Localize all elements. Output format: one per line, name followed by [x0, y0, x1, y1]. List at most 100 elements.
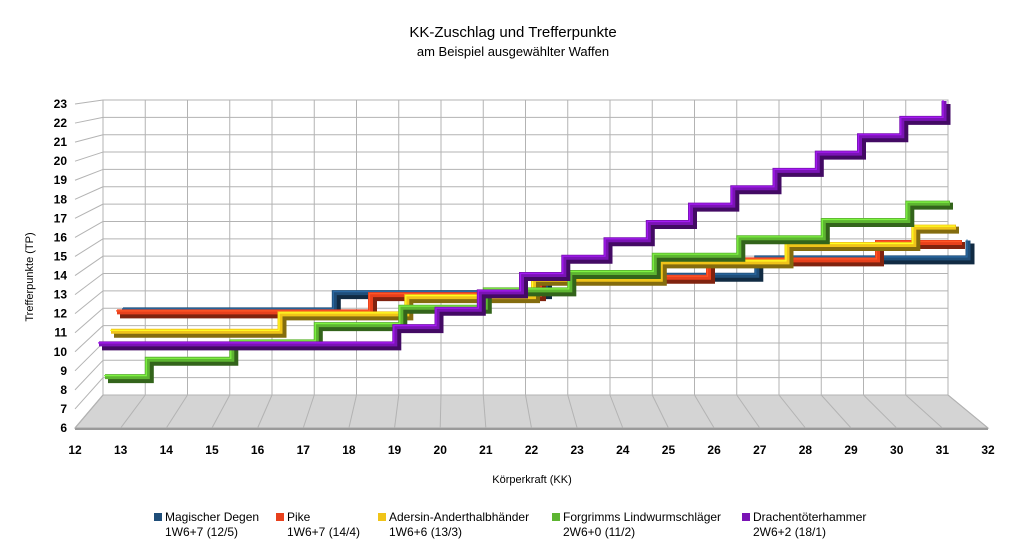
y-tick-label: 13 [54, 288, 68, 302]
grid-line-left [74, 168, 104, 181]
grid-line-floor [482, 394, 487, 429]
y-tick-label: 16 [54, 230, 68, 244]
y-tick-label: 20 [54, 154, 68, 168]
y-axis-label: Trefferpunkte (TP) [24, 232, 36, 321]
x-tick-label: 24 [616, 443, 630, 457]
chart-title: KK-Zuschlag und Trefferpunkte [409, 24, 616, 41]
x-tick-label: 13 [114, 443, 128, 457]
plot-floor [73, 394, 990, 430]
x-tick-label: 16 [251, 443, 265, 457]
legend-note: 2W6+0 (11/2) [563, 525, 635, 539]
grid-line-floor [694, 394, 715, 429]
series-5 [98, 100, 951, 351]
grid-line-left [74, 273, 104, 295]
series-5-shadow [102, 104, 951, 351]
chart-subtitle: am Beispiel ausgewählter Waffen [417, 44, 609, 59]
grid-line-floor [165, 394, 188, 429]
grid-line-floor [863, 394, 898, 429]
series-5-line [99, 101, 947, 347]
x-tick-label: 14 [160, 443, 174, 457]
grid-line-floor [211, 394, 231, 429]
grid-line-floor [778, 394, 806, 429]
grid-line-left [74, 151, 104, 162]
legend-note: 1W6+6 (13/3) [389, 525, 462, 539]
grid-line-floor [609, 394, 624, 429]
y-tick-label: 6 [60, 421, 67, 435]
series-3-shadow [114, 226, 959, 338]
legend-swatch [154, 513, 162, 521]
y-tick-label: 12 [54, 307, 68, 321]
y-tick-label: 18 [54, 192, 68, 206]
y-tick-label: 15 [54, 249, 68, 263]
x-tick-label: 17 [297, 443, 311, 457]
legend-note: 1W6+7 (12/5) [165, 525, 238, 539]
grid-line-floor [651, 394, 669, 429]
x-tick-label: 18 [342, 443, 356, 457]
y-tick-label: 10 [54, 345, 68, 359]
grid-line-floor [525, 394, 532, 429]
legend-name: Forgrimms Lindwurmschläger [563, 510, 721, 524]
floor-panel [73, 394, 990, 429]
legend-swatch [552, 513, 560, 521]
grid-line-floor [736, 394, 761, 429]
x-axis-label: Körperkraft (KK) [492, 474, 571, 486]
grid-line-left [74, 134, 104, 143]
x-tick-label: 29 [844, 443, 858, 457]
y-tick-label: 19 [54, 173, 68, 187]
legend-note: 1W6+7 (14/4) [287, 525, 360, 539]
y-tick-label: 7 [60, 402, 67, 416]
x-tick-label: 20 [434, 443, 448, 457]
grid-line-left [74, 307, 104, 334]
x-tick-label: 22 [525, 443, 539, 457]
x-tick-label: 32 [981, 443, 995, 457]
grid-line-floor [394, 394, 400, 429]
grid-line-floor [439, 394, 442, 429]
y-tick-label: 14 [54, 269, 68, 283]
grid-line-floor [257, 394, 273, 429]
y-tick-label: 9 [60, 364, 67, 378]
x-tick-label: 12 [68, 443, 82, 457]
y-axis-ticks: 6 7 8 9 10 11 12 13 14 15 16 17 18 19 20 21 22 23 [54, 97, 68, 435]
x-tick-label: 26 [707, 443, 721, 457]
grid-line-left [74, 116, 104, 124]
grid-line-left [74, 186, 104, 200]
grid-line-left [74, 255, 104, 276]
grid-line-floor [947, 394, 989, 429]
series-layer [98, 100, 975, 384]
grid-line-left [74, 325, 104, 353]
grid-line-floor [567, 394, 578, 429]
grid-line-floor [348, 394, 357, 429]
x-tick-label: 23 [570, 443, 584, 457]
legend-name: Adersin-Anderthalbhänder [389, 510, 529, 524]
grid-line-floor [302, 394, 315, 429]
grid-line-left [74, 203, 104, 219]
x-tick-label: 25 [662, 443, 676, 457]
grid-line-left [74, 238, 104, 257]
grid [74, 99, 989, 429]
grid-line-floor [820, 394, 852, 429]
y-tick-label: 17 [54, 211, 68, 225]
y-tick-label: 8 [60, 383, 67, 397]
y-tick-label: 21 [54, 135, 68, 149]
x-axis-ticks: 12 13 14 15 16 17 18 19 20 21 22 23 24 25 26 27 28 29 30 31… [68, 443, 995, 457]
x-tick-label: 15 [205, 443, 219, 457]
floor-edge [75, 428, 988, 430]
legend-swatch [378, 513, 386, 521]
grid-line-left [74, 359, 104, 391]
x-tick-label: 28 [799, 443, 813, 457]
grid-line-left [74, 377, 104, 410]
grid-line-floor [74, 394, 104, 429]
grid-line-floor [120, 394, 146, 429]
grid-line-left [74, 221, 104, 238]
legend-name: Magischer Degen [165, 510, 259, 524]
x-tick-label: 21 [479, 443, 493, 457]
legend-name: Pike [287, 510, 311, 524]
y-tick-label: 23 [54, 97, 68, 111]
